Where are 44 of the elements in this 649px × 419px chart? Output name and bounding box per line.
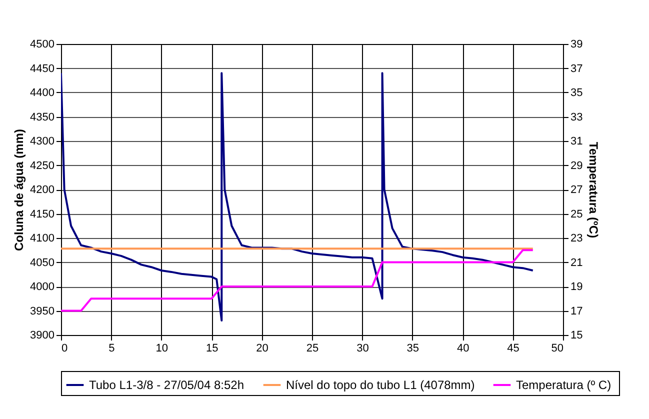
legend-label: Tubo L1-3/8 - 27/05/04 8:52h (89, 378, 244, 392)
y-tick-label: 4500 (30, 38, 54, 50)
line-series (61, 249, 534, 312)
y-axis-title: Coluna de água (mm) (12, 128, 26, 252)
x-tick-label: 0 (62, 342, 68, 354)
x-tick-label: 50 (551, 342, 564, 354)
x-tick-label: 45 (507, 342, 520, 354)
x-tick-label: 5 (108, 342, 115, 354)
x-tick-label: 10 (156, 342, 168, 354)
line-series (61, 72, 534, 322)
x-tick-label: 40 (456, 342, 470, 354)
y2-axis-title: Temperatura (ºC) (586, 142, 601, 238)
y2-tick-label: 23 (570, 232, 583, 244)
y-tick-label: 4100 (30, 232, 54, 244)
y2-tick-label: 29 (570, 160, 583, 172)
y-tick-label: 4200 (30, 184, 54, 196)
y-tick-label: 4300 (30, 136, 54, 148)
y2-tick-label: 19 (570, 281, 583, 293)
legend-label: Temperatura (º C) (516, 378, 612, 392)
y2-tick-label: 15 (570, 330, 583, 342)
y-tick-label: 4350 (30, 111, 54, 124)
y-tick-label: 4150 (30, 208, 54, 220)
y-tick-label: 4050 (30, 256, 54, 269)
y2-tick-label: 21 (570, 256, 583, 269)
y-tick-label: 4250 (30, 160, 54, 172)
x-tick-label: 30 (356, 342, 369, 354)
y-tick-label: 4000 (30, 281, 54, 293)
y-tick-label: 4450 (30, 62, 54, 75)
x-tick-label: 25 (306, 342, 319, 354)
y-tick-label: 3900 (30, 330, 54, 342)
y2-tick-label: 17 (570, 305, 583, 318)
y2-tick-label: 33 (570, 111, 583, 124)
x-tick-label: 15 (206, 342, 218, 354)
x-tick-label: 35 (406, 342, 420, 354)
y2-tick-label: 25 (570, 208, 583, 220)
y2-tick-label: 31 (570, 136, 583, 148)
y2-tick-label: 27 (570, 184, 583, 196)
legend-label: Nível do topo do tubo L1 (4078mm) (286, 378, 475, 392)
y2-tick-label: 39 (570, 38, 583, 50)
y-tick-label: 3950 (30, 305, 54, 318)
y2-tick-label: 35 (570, 87, 583, 99)
y2-tick-label: 37 (570, 62, 583, 75)
y-tick-label: 4400 (30, 87, 54, 99)
x-tick-label: 20 (256, 342, 268, 354)
